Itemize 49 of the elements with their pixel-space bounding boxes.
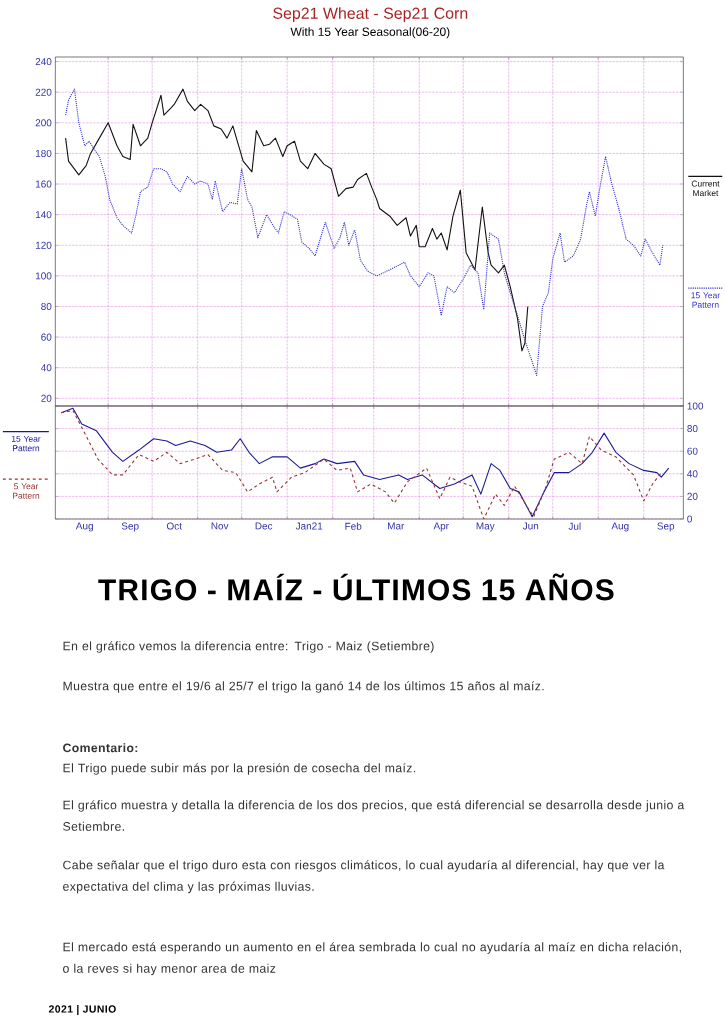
- text: Muestra que entre el 19/6 al 25/7 el trigo la ganó 14 de los últimos 15 años al maíz.: [63, 681, 544, 693]
- y-tick-label: 160: [35, 180, 52, 188]
- text: El Trigo puede subir más por la presión de cosecha del maíz.: [63, 763, 415, 775]
- x-tick-label: Aug: [611, 522, 629, 532]
- y-tick-label: 240: [35, 58, 52, 66]
- x-tick-label: Sep: [657, 522, 674, 532]
- y-tick-label: 180: [35, 149, 52, 157]
- y2-tick-label: 0: [687, 515, 692, 523]
- text: El gráfico muestra y detalla la diferencia de los dos precios, que está diferencial se desarrolla desde junio a Setiembre.: [62, 800, 685, 831]
- x-tick-label: Mar: [387, 522, 404, 530]
- text: En el gráfico vemos la diferencia entre: Trigo - Maiz (Setiembre): [63, 641, 434, 653]
- x-tick-label: Jun: [522, 522, 538, 530]
- y-tick-label: 80: [40, 302, 52, 311]
- legend-label: 15 Year Pattern: [691, 292, 720, 308]
- text: El mercado está esperando un aumento en el área sembrada lo cual no ayudaría al maíz en dicha relación, o la reves si hay menor area de maiz: [62, 942, 681, 976]
- y2-tick-label: 80: [687, 425, 698, 433]
- line-series: [64, 88, 664, 376]
- y2-tick-label: 40: [686, 470, 698, 478]
- x-tick-label: Nov: [211, 522, 229, 530]
- x-tick-label: Oct: [166, 522, 182, 530]
- chart-subtitle: With 15 Year Seasonal(06-20): [290, 27, 450, 39]
- x-tick-label: Apr: [433, 522, 449, 532]
- x-tick-label: Sep: [121, 522, 139, 532]
- y2-tick-label: 100: [687, 402, 703, 410]
- y-tick-label: 140: [35, 211, 52, 219]
- y-tick-label: 220: [35, 88, 52, 96]
- x-tick-label: Feb: [345, 522, 362, 530]
- x-tick-label: Dec: [255, 522, 273, 530]
- line-series: [64, 88, 529, 352]
- y2-tick-label: 20: [687, 492, 698, 500]
- x-tick-label: May: [476, 522, 495, 532]
- x-tick-label: Jan21: [295, 522, 323, 530]
- y-tick-label: 200: [35, 119, 52, 127]
- text: TRIGO - MAÍZ - ÚLTIMOS 15 AÑOS: [98, 573, 614, 601]
- legend-label: Current Market: [691, 180, 720, 197]
- y-tick-label: 120: [35, 241, 52, 249]
- text: 5 Year Pattern: [12, 483, 39, 499]
- x-tick-label: Aug: [75, 522, 93, 532]
- text: Comentario:: [62, 743, 137, 753]
- y-tick-label: 60: [41, 333, 52, 341]
- y-tick-label: 20: [41, 394, 52, 402]
- x-tick-label: Jul: [568, 522, 581, 530]
- text: 15 Year Pattern: [11, 435, 41, 452]
- text: 2021 | JUNIO: [48, 1005, 116, 1015]
- y-tick-label: 100: [35, 272, 52, 280]
- text: Cabe señalar que el trigo duro esta con riesgos climáticos, lo cual ayudaría al diferencial, hay que ver la expectativa del clima y las próximas lluvias.: [62, 860, 665, 894]
- y2-tick-label: 60: [687, 447, 698, 455]
- y-tick-label: 40: [40, 364, 52, 372]
- chart-title: Sep21 Wheat - Sep21 Corn: [272, 7, 467, 23]
